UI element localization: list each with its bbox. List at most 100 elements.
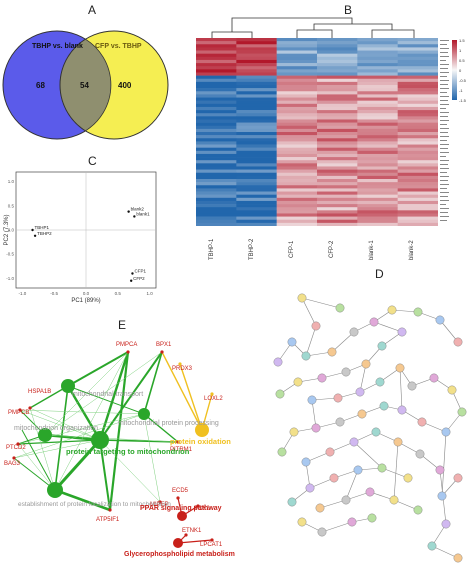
gene-label-ecd5: ECD5 [172, 488, 189, 494]
heatmap-col-blank1: blank-1 [369, 240, 375, 260]
heatmap-cell [236, 182, 277, 186]
network-node[interactable] [327, 347, 337, 357]
network-node[interactable] [361, 359, 371, 369]
network-node[interactable] [305, 483, 315, 493]
network-node[interactable] [453, 337, 463, 347]
network-node[interactable] [397, 327, 407, 337]
heatmap-cell [236, 75, 277, 80]
network-node[interactable] [355, 387, 365, 397]
term-node-ppar[interactable] [177, 511, 187, 521]
term-node-glycero[interactable] [173, 538, 183, 548]
network-node[interactable] [377, 463, 387, 473]
network-node[interactable] [407, 381, 417, 391]
network-node[interactable] [389, 495, 399, 505]
network-node[interactable] [287, 497, 297, 507]
heatmap-cell [357, 175, 398, 180]
network-node[interactable] [457, 407, 467, 417]
term-node-establishment[interactable] [47, 482, 63, 498]
network-node[interactable] [403, 473, 413, 483]
network-node[interactable] [435, 465, 445, 475]
term-node-mito-processing[interactable] [138, 408, 150, 420]
heatmap-cell [236, 188, 277, 192]
heatmap-cell [397, 119, 438, 123]
heatmap-cell [317, 128, 358, 133]
pca-y-tick: 0.5 [8, 203, 15, 208]
heatmap-cell [317, 132, 358, 136]
pca-y-tick: -0.5 [6, 252, 14, 257]
network-node[interactable] [329, 473, 339, 483]
network-node[interactable] [453, 473, 463, 483]
network-node[interactable] [311, 321, 321, 331]
network-node[interactable] [371, 427, 381, 437]
network-node[interactable] [441, 427, 451, 437]
network-node[interactable] [273, 357, 283, 367]
term-node-mito-organization[interactable] [38, 428, 52, 442]
network-node[interactable] [387, 305, 397, 315]
network-node[interactable] [365, 487, 375, 497]
network-node[interactable] [353, 465, 363, 475]
network-node[interactable] [335, 417, 345, 427]
network-node[interactable] [367, 513, 377, 523]
network-node[interactable] [317, 527, 327, 537]
network-node[interactable] [341, 367, 351, 377]
network-node[interactable] [413, 505, 423, 515]
network-node[interactable] [357, 409, 367, 419]
network-node[interactable] [325, 447, 335, 457]
gene-label-loxl2: LOXL2 [204, 396, 223, 402]
network-node[interactable] [289, 427, 299, 437]
term-node-targeting[interactable] [91, 431, 109, 449]
network-node[interactable] [397, 405, 407, 415]
heatmap-cell [276, 75, 318, 80]
term-node-oxidation[interactable] [195, 423, 209, 437]
network-node[interactable] [297, 517, 307, 527]
network-node[interactable] [315, 503, 325, 513]
network-node[interactable] [293, 377, 303, 387]
network-node[interactable] [413, 307, 423, 317]
heatmap-cell [236, 210, 277, 214]
network-node[interactable] [437, 491, 447, 501]
network-edge [359, 363, 367, 393]
network-node[interactable] [349, 437, 359, 447]
network-node[interactable] [393, 437, 403, 447]
network-node[interactable] [335, 303, 345, 313]
network-node[interactable] [415, 449, 425, 459]
network-node[interactable] [341, 495, 351, 505]
network-node[interactable] [369, 317, 379, 327]
network-node[interactable] [287, 337, 297, 347]
heatmap-cell [276, 144, 318, 148]
network-node[interactable] [427, 541, 437, 551]
term-node-mito-transport[interactable] [61, 379, 75, 393]
network-node[interactable] [275, 389, 285, 399]
network-node[interactable] [417, 417, 427, 427]
heatmap-cell [397, 197, 438, 202]
heatmap-cell [317, 163, 358, 167]
network-node[interactable] [379, 401, 389, 411]
network-node[interactable] [277, 447, 287, 457]
network-node[interactable] [333, 393, 343, 403]
network-node[interactable] [453, 553, 463, 563]
network-node[interactable] [347, 517, 357, 527]
network-node[interactable] [301, 457, 311, 467]
network-node[interactable] [395, 363, 405, 373]
network-node[interactable] [317, 373, 327, 383]
network-node[interactable] [349, 327, 359, 337]
network-node[interactable] [441, 519, 451, 529]
network-node[interactable] [377, 341, 387, 351]
gene-label-pmpcb: PMPCB [8, 410, 29, 416]
network-node[interactable] [447, 385, 457, 395]
network-edge [393, 441, 399, 501]
heatmap-cell [196, 47, 237, 51]
heatmap-cell [236, 222, 277, 226]
heatmap-cell [276, 172, 318, 177]
network-node[interactable] [429, 373, 439, 383]
heatmap-cell [236, 157, 277, 161]
heatmap-cell [276, 78, 318, 83]
heatmap-cell [196, 222, 237, 226]
network-node[interactable] [375, 377, 385, 387]
heatmap-cell [236, 59, 277, 64]
network-node[interactable] [435, 315, 445, 325]
network-node[interactable] [301, 351, 311, 361]
network-node[interactable] [311, 423, 321, 433]
network-node[interactable] [297, 293, 307, 303]
network-node[interactable] [307, 395, 317, 405]
